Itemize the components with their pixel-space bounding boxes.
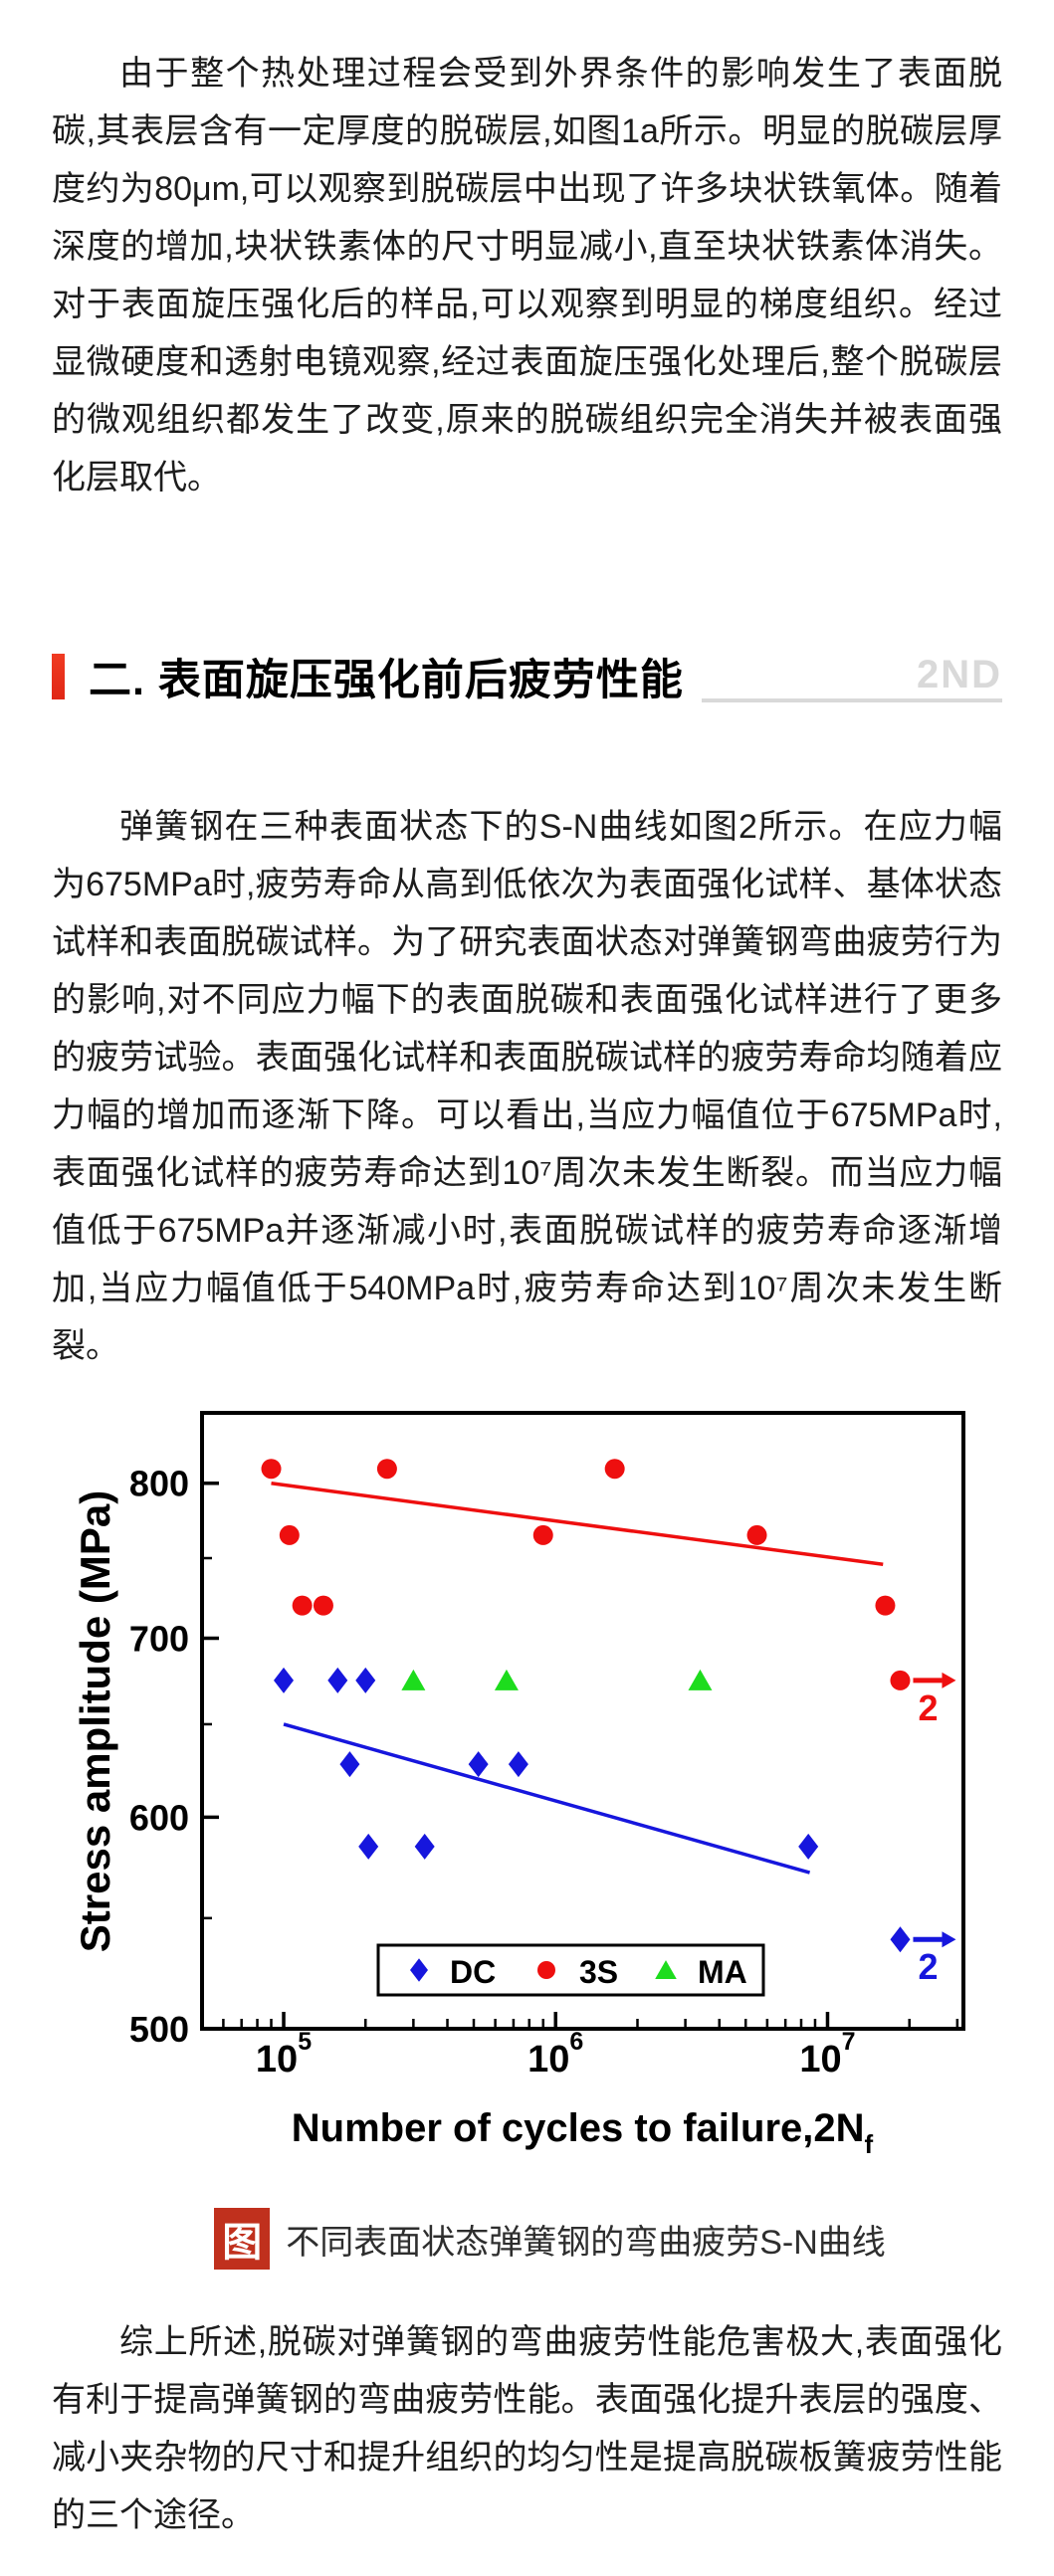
svg-text:800: 800 [129, 1464, 189, 1504]
svg-text:106: 106 [527, 2028, 583, 2081]
figure-caption: 图 不同表面状态弹簧钢的弯曲疲劳S-N曲线 [0, 2208, 1054, 2270]
section-underline: 2ND [701, 651, 1002, 702]
paragraph-conclusion: 综上所述,脱碳对弹簧钢的弯曲疲劳性能危害极大,表面强化有利于提高弹簧钢的弯曲疲劳… [52, 2323, 1002, 2534]
svg-text:107: 107 [799, 2028, 855, 2081]
figure-caption-text: 不同表面状态弹簧钢的弯曲疲劳S-N曲线 [286, 2223, 886, 2262]
paragraph-fatigue-results: 弹簧钢在三种表面状态下的S-N曲线如图2所示。在应力幅为675MPa时,疲劳寿命… [52, 808, 1002, 1365]
svg-text:500: 500 [129, 2009, 189, 2050]
section-accent-bar [52, 654, 65, 699]
svg-text:600: 600 [129, 1797, 189, 1838]
svg-text:700: 700 [129, 1618, 189, 1659]
sn-curve-figure: 105 106 107 500 600 700 800 2 2 DC 3S MA Stress ampl… [0, 1395, 1054, 2270]
svg-text:105: 105 [256, 2028, 312, 2081]
svg-text:2: 2 [918, 1687, 938, 1728]
section-title: 二. 表面旋压强化前后疲劳性能 [89, 657, 684, 704]
svg-text:Number of cycles to failure,2N: Number of cycles to failure,2Nf [292, 2106, 874, 2159]
figure-badge: 图 [214, 2208, 271, 2270]
svg-text:MA: MA [698, 1954, 747, 1990]
section-watermark: 2ND [916, 653, 1002, 696]
paragraph-decarburization: 由于整个热处理过程会受到外界条件的影响发生了表面脱碳,其表层含有一定厚度的脱碳层… [52, 55, 1002, 496]
svg-text:Stress amplitude (MPa): Stress amplitude (MPa) [72, 1490, 118, 1952]
svg-text:2: 2 [918, 1946, 938, 1987]
svg-text:DC: DC [450, 1954, 496, 1990]
svg-text:3S: 3S [579, 1954, 618, 1990]
section-header: 二. 表面旋压强化前后疲劳性能 2ND [52, 651, 1002, 704]
sn-chart: 105 106 107 500 600 700 800 2 2 DC 3S MA Stress ampl… [72, 1411, 965, 2159]
